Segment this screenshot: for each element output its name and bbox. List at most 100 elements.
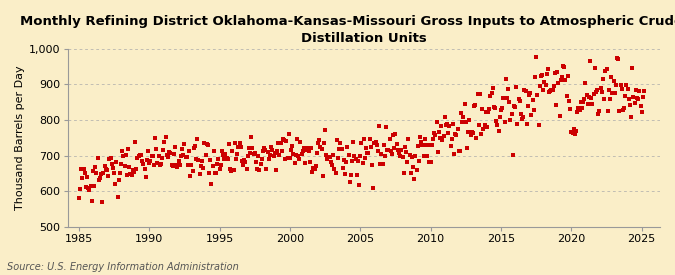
Point — [477, 107, 487, 111]
Point — [303, 149, 314, 153]
Point — [333, 156, 344, 161]
Point — [171, 162, 182, 167]
Point — [416, 140, 427, 144]
Point — [628, 95, 639, 99]
Point — [552, 70, 563, 74]
Point — [286, 147, 296, 152]
Point — [169, 152, 180, 156]
Point — [432, 149, 443, 154]
Point — [508, 153, 518, 157]
Point — [190, 144, 200, 148]
Point — [249, 151, 260, 155]
Point — [219, 157, 230, 161]
Point — [232, 152, 242, 156]
Point — [524, 93, 535, 97]
Point — [587, 102, 598, 106]
Point — [227, 149, 238, 153]
Point — [236, 144, 246, 149]
Point — [164, 149, 175, 154]
Point — [182, 163, 193, 167]
Point — [562, 74, 573, 78]
Point — [531, 55, 541, 59]
Point — [375, 162, 385, 166]
Point — [371, 143, 382, 148]
Point — [414, 135, 425, 139]
Point — [196, 159, 207, 164]
Point — [132, 156, 143, 161]
Point — [377, 162, 388, 166]
Point — [290, 153, 301, 157]
Point — [397, 155, 408, 160]
Point — [185, 174, 196, 178]
Point — [489, 105, 500, 109]
Point — [192, 137, 202, 141]
Point — [153, 154, 164, 158]
Point — [602, 109, 613, 113]
Point — [478, 127, 489, 131]
Point — [500, 77, 511, 81]
Point — [308, 166, 319, 170]
Point — [470, 103, 481, 108]
Point — [198, 166, 209, 170]
Point — [113, 177, 124, 182]
Point — [85, 183, 96, 188]
Point — [125, 172, 136, 177]
Point — [105, 156, 116, 161]
Point — [325, 160, 336, 164]
Point — [176, 154, 186, 158]
Point — [322, 157, 333, 162]
Point — [187, 169, 198, 173]
Point — [503, 87, 514, 92]
Point — [505, 118, 516, 123]
Point — [620, 94, 630, 98]
Point — [622, 86, 633, 91]
Point — [449, 152, 460, 156]
Point — [268, 154, 279, 159]
Point — [614, 108, 625, 113]
Point — [519, 88, 530, 92]
Point — [409, 177, 420, 182]
Point — [360, 146, 371, 151]
Point — [400, 145, 410, 150]
Point — [621, 82, 632, 87]
Point — [103, 174, 113, 178]
Point — [142, 149, 153, 153]
Point — [637, 109, 647, 114]
Point — [624, 103, 635, 107]
Point — [559, 65, 570, 69]
Point — [484, 107, 495, 111]
Point — [234, 141, 245, 145]
Point — [486, 91, 497, 95]
Point — [281, 139, 292, 143]
Point — [211, 171, 221, 175]
Point — [236, 159, 247, 163]
Point — [408, 164, 418, 169]
Point — [128, 169, 139, 174]
Point — [173, 158, 184, 163]
Point — [253, 154, 264, 158]
Point — [155, 163, 165, 168]
Point — [468, 131, 479, 135]
Point — [365, 145, 376, 150]
Point — [131, 167, 142, 171]
Point — [513, 97, 524, 101]
Point — [589, 66, 600, 70]
Point — [357, 161, 368, 165]
Point — [316, 147, 327, 151]
Point — [431, 120, 442, 124]
Point — [549, 71, 560, 75]
Point — [158, 148, 169, 152]
Point — [298, 146, 309, 150]
Point — [271, 168, 281, 172]
Point — [354, 182, 364, 187]
Point — [608, 79, 619, 83]
Point — [352, 173, 362, 177]
Point — [410, 154, 421, 158]
Point — [605, 97, 616, 101]
Point — [180, 155, 191, 160]
Point — [194, 172, 205, 176]
Point — [348, 140, 358, 144]
Point — [538, 88, 549, 93]
Point — [300, 161, 310, 165]
Point — [336, 147, 347, 151]
